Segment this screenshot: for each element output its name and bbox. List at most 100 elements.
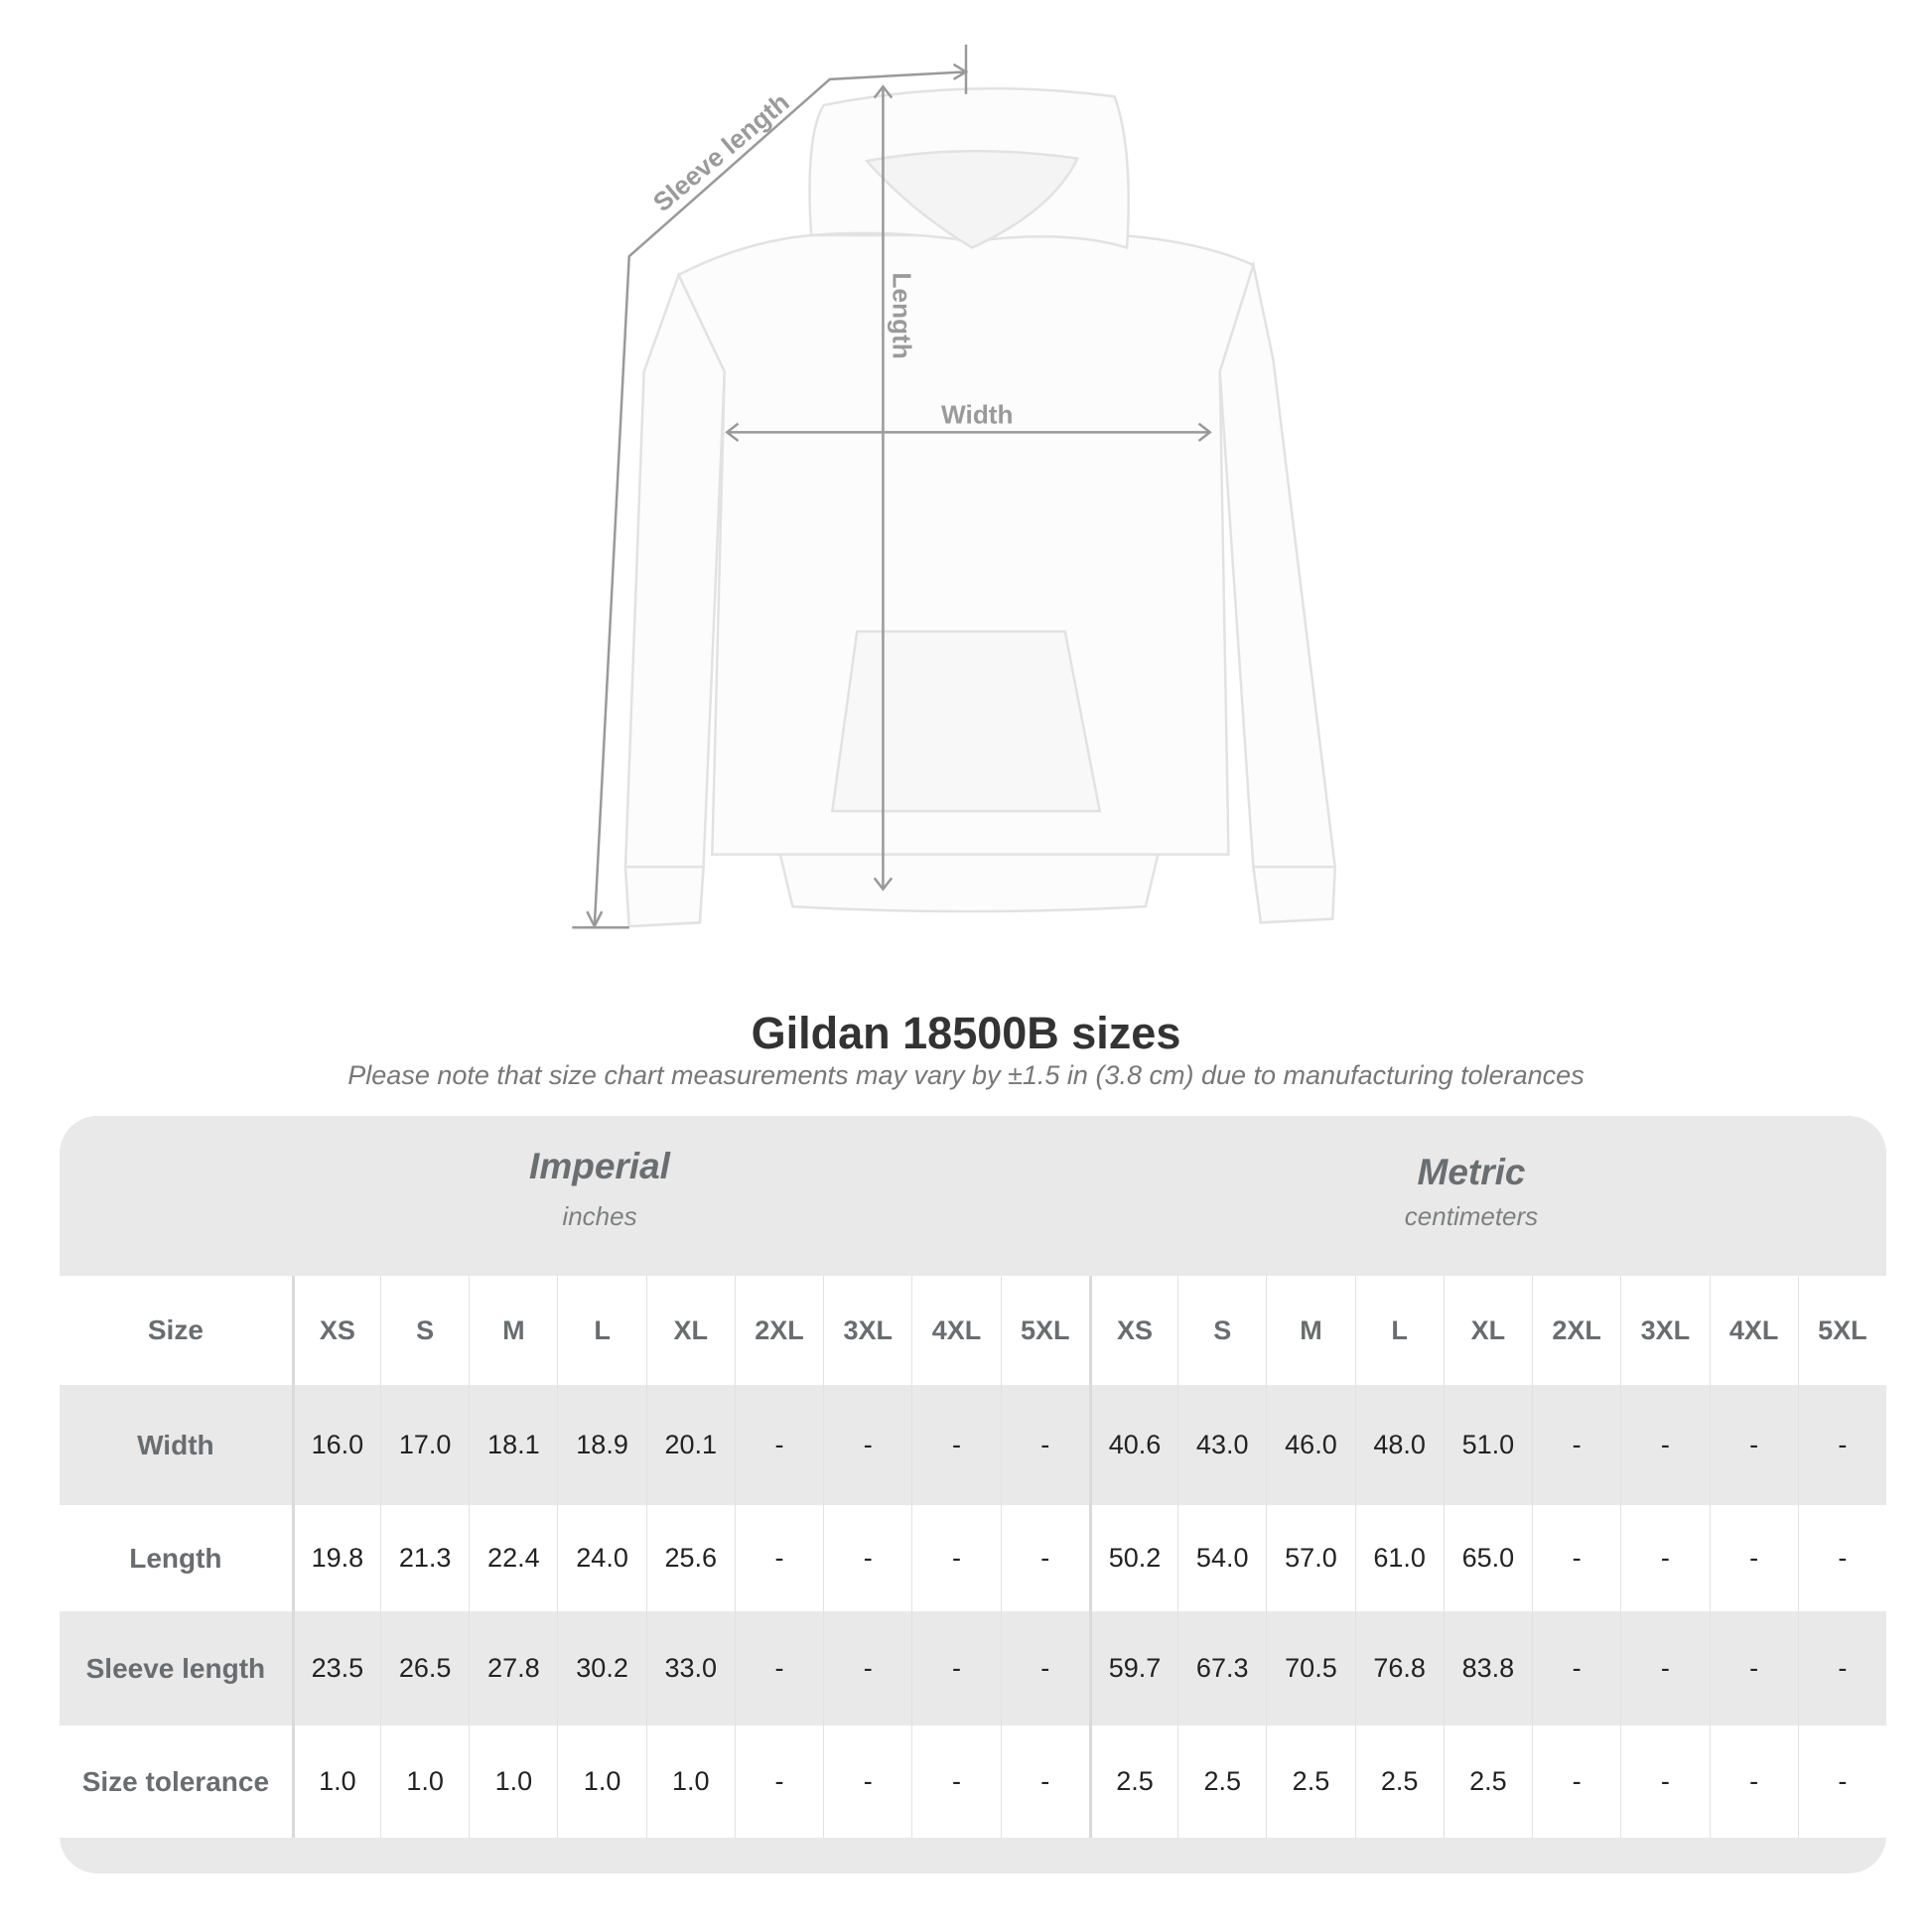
metric-value-cell: 67.3 [1177, 1611, 1266, 1725]
metric-value-cell: 50.2 [1088, 1505, 1177, 1611]
imperial-value-cell: 33.0 [645, 1611, 735, 1725]
imperial-size-xs: XS [291, 1276, 380, 1385]
imperial-value-cell: - [1000, 1611, 1089, 1725]
metric-value-cell: - [1620, 1725, 1709, 1838]
imperial-value-cell: - [823, 1611, 911, 1725]
imperial-value-cell: - [734, 1385, 823, 1505]
imperial-size-5xl: 5XL [1000, 1276, 1089, 1385]
metric-value-cell: - [1797, 1385, 1886, 1505]
imperial-value-cell: - [911, 1611, 1000, 1725]
page-title: Gildan 18500B sizes [751, 1008, 1181, 1058]
imperial-value-cell: 1.0 [645, 1725, 735, 1838]
sleeve-length-label: Sleeve length [647, 87, 795, 218]
imperial-value-cell: - [911, 1725, 1000, 1838]
imperial-size-3xl: 3XL [823, 1276, 911, 1385]
table-row: Length 19.8 21.3 22.4 24.0 25.6- - - -50.2 54.0 57… [60, 1505, 1886, 1611]
size-table-body: Size XS S M L XL 2XL 3XL 4XL 5XL XS S M L XL 2XL 3XL 4XL 5… [60, 1276, 1886, 1838]
metric-value-cell: 65.0 [1443, 1505, 1532, 1611]
metric-value-cell: 54.0 [1177, 1505, 1266, 1611]
imperial-value-cell: 19.8 [291, 1505, 380, 1611]
metric-size-s: S [1177, 1276, 1266, 1385]
width-label: Width [941, 400, 1013, 430]
imperial-size-2xl: 2XL [734, 1276, 823, 1385]
metric-value-cell: - [1709, 1385, 1798, 1505]
metric-value-cell: 2.5 [1088, 1725, 1177, 1838]
metric-value-cell: - [1620, 1505, 1709, 1611]
imperial-value-cell: 24.0 [557, 1505, 645, 1611]
row-label: Sleeve length [85, 1652, 266, 1684]
metric-title: Metric [1417, 1152, 1526, 1192]
imperial-value-cell: - [734, 1505, 823, 1611]
imperial-size-xl: XL [645, 1276, 735, 1385]
metric-value-cell: 59.7 [1088, 1611, 1177, 1725]
imperial-value-cell: 16.0 [291, 1385, 380, 1505]
imperial-value-cell: - [1000, 1505, 1089, 1611]
imperial-header: Imperial inches [351, 1146, 848, 1232]
imperial-value-cell: - [1000, 1725, 1089, 1838]
metric-value-cell: 57.0 [1266, 1505, 1354, 1611]
measurement-lines [572, 44, 1212, 929]
metric-value-cell: - [1620, 1385, 1709, 1505]
metric-value-cell: 83.8 [1443, 1611, 1532, 1725]
sleeve-length-line [593, 70, 967, 927]
metric-header: Metric centimeters [1223, 1152, 1720, 1232]
imperial-size-s: S [379, 1276, 469, 1385]
metric-value-cell: 46.0 [1266, 1385, 1354, 1505]
imperial-value-cell: 1.0 [557, 1725, 645, 1838]
metric-size-2xl: 2XL [1532, 1276, 1620, 1385]
imperial-value-cell: 18.9 [557, 1385, 645, 1505]
metric-value-cell: 51.0 [1443, 1385, 1532, 1505]
imperial-value-cell: 30.2 [557, 1611, 645, 1725]
metric-value-cell: - [1709, 1611, 1798, 1725]
imperial-value-cell: 20.1 [645, 1385, 735, 1505]
imperial-value-cell: 1.0 [291, 1725, 380, 1838]
metric-size-xs: XS [1088, 1276, 1177, 1385]
imperial-value-cell: 27.8 [469, 1611, 557, 1725]
metric-size-3xl: 3XL [1620, 1276, 1709, 1385]
metric-value-cell: 2.5 [1354, 1725, 1444, 1838]
metric-value-cell: - [1709, 1505, 1798, 1611]
imperial-value-cell: 21.3 [379, 1505, 469, 1611]
metric-unit: centimeters [1404, 1201, 1539, 1231]
hoodie-image [623, 86, 1337, 928]
hoodie-illustration: Sleeve length Length Width [572, 44, 1337, 929]
metric-value-cell: - [1532, 1385, 1620, 1505]
metric-value-cell: - [1709, 1725, 1798, 1838]
imperial-value-cell: 1.0 [379, 1725, 469, 1838]
metric-value-cell: 48.0 [1354, 1385, 1444, 1505]
metric-value-cell: 40.6 [1088, 1385, 1177, 1505]
row-label: Length [129, 1542, 222, 1574]
metric-size-m: M [1266, 1276, 1354, 1385]
imperial-title: Imperial [529, 1146, 670, 1186]
imperial-value-cell: 25.6 [645, 1505, 735, 1611]
metric-value-cell: - [1532, 1611, 1620, 1725]
metric-value-cell: - [1797, 1611, 1886, 1725]
imperial-size-m: M [469, 1276, 557, 1385]
imperial-value-cell: 26.5 [379, 1611, 469, 1725]
size-header-row: Size XS S M L XL 2XL 3XL 4XL 5XL XS S M L XL 2XL 3XL 4XL 5… [60, 1276, 1886, 1385]
imperial-value-cell: - [911, 1505, 1000, 1611]
imperial-value-cell: - [823, 1725, 911, 1838]
metric-size-5xl: 5XL [1797, 1276, 1886, 1385]
table-row: Size tolerance 1.0 1.0 1.0 1.0 1.0- - - -2.5 2.5 2… [60, 1725, 1886, 1838]
metric-value-cell: - [1620, 1611, 1709, 1725]
row-label: Width [137, 1429, 214, 1460]
metric-value-cell: 2.5 [1266, 1725, 1354, 1838]
imperial-value-cell: 18.1 [469, 1385, 557, 1505]
imperial-value-cell: 23.5 [291, 1611, 380, 1725]
metric-value-cell: 61.0 [1354, 1505, 1444, 1611]
metric-value-cell: 2.5 [1443, 1725, 1532, 1838]
metric-value-cell: 76.8 [1354, 1611, 1444, 1725]
imperial-value-cell: - [911, 1385, 1000, 1505]
imperial-value-cell: 1.0 [469, 1725, 557, 1838]
metric-value-cell: 43.0 [1177, 1385, 1266, 1505]
length-label: Length [887, 272, 916, 358]
metric-size-l: L [1354, 1276, 1444, 1385]
metric-value-cell: - [1797, 1725, 1886, 1838]
imperial-value-cell: 22.4 [469, 1505, 557, 1611]
size-label: Size [147, 1314, 204, 1345]
imperial-value-cell: 17.0 [379, 1385, 469, 1505]
tolerance-note: Please note that size chart measurements… [347, 1060, 1585, 1090]
metric-value-cell: - [1797, 1505, 1886, 1611]
metric-value-cell: - [1532, 1725, 1620, 1838]
